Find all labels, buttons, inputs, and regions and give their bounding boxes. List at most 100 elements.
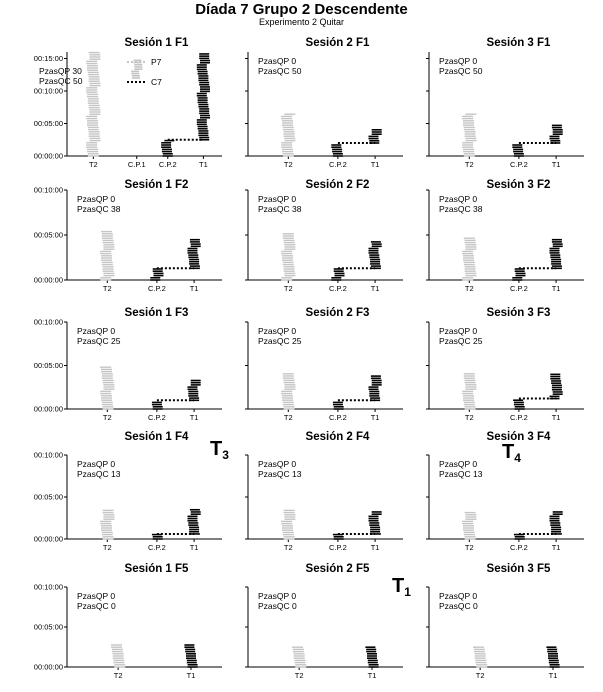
panel-annotation: PzasQP 0	[439, 459, 477, 469]
y-tick-label: 00:10:00	[34, 186, 63, 195]
legend-label: P7	[151, 57, 162, 67]
x-tick-label: T1	[552, 413, 561, 422]
y-tick-label: 00:10:00	[34, 451, 63, 460]
panel-title: Sesión 1 F1	[125, 37, 190, 49]
panel-annotation: PzasQP 0	[258, 56, 296, 66]
x-tick-label: T2	[103, 413, 112, 422]
y-tick-label: 00:10:00	[34, 87, 63, 96]
y-tick-label: 00:05:00	[34, 361, 63, 370]
panel-title: Sesión 2 F4	[306, 431, 371, 443]
x-tick-label: T1	[187, 671, 196, 680]
y-tick-label: 00:05:00	[34, 119, 63, 128]
phase-label-subscript: 4	[514, 451, 521, 465]
figure-subtitle: Experimento 2 Quitar	[258, 17, 345, 27]
panel-annotation: PzasQC 0	[258, 601, 297, 611]
panel-annotation: PzasQC 25	[258, 336, 302, 346]
x-tick-label: C.P.2	[329, 413, 347, 422]
x-tick-label: T1	[549, 671, 558, 680]
phase-label: T4	[502, 441, 521, 465]
panel-annotation: PzasQC 50	[39, 76, 83, 86]
y-tick-label: 00:15:00	[34, 54, 63, 63]
y-tick-label: 00:05:00	[34, 623, 63, 632]
panel-annotation: PzasQP 0	[439, 326, 477, 336]
x-tick-label: T1	[552, 284, 561, 293]
x-tick-label: T1	[552, 543, 561, 552]
y-tick-label: 00:00:00	[34, 405, 63, 414]
x-tick-label: T1	[552, 160, 561, 169]
panel-annotation: PzasQP 30	[39, 66, 82, 76]
x-tick-label: T2	[465, 284, 474, 293]
x-tick-label: T1	[190, 543, 199, 552]
x-tick-label: T1	[371, 543, 380, 552]
panel-annotation: PzasQC 0	[439, 601, 478, 611]
x-tick-label: C.P.1	[128, 160, 146, 169]
panel-title: Sesión 2 F5	[306, 563, 371, 575]
phase-label: T1	[392, 575, 411, 599]
panel-annotation: PzasQC 0	[77, 601, 116, 611]
y-tick-label: 00:00:00	[34, 535, 63, 544]
x-tick-label: C.P.2	[329, 284, 347, 293]
panel-annotation: PzasQC 38	[439, 204, 483, 214]
panel-title: Sesión 3 F5	[487, 563, 552, 575]
panel-title: Sesión 3 F2	[487, 179, 551, 191]
x-tick-label: C.P.2	[148, 413, 166, 422]
panel-annotation: PzasQP 0	[77, 591, 115, 601]
x-tick-label: C.P.2	[510, 160, 528, 169]
x-tick-label: T1	[368, 671, 377, 680]
panel-1: Sesión 1 F1 00:00:00 00:05:00 00:10:00 00:15…	[34, 37, 222, 169]
panel-annotation: PzasQP 0	[258, 194, 296, 204]
x-tick-label: T2	[103, 284, 112, 293]
x-tick-label: T1	[371, 160, 380, 169]
x-tick-label: T1	[199, 160, 208, 169]
panel-annotation: PzasQC 50	[439, 66, 483, 76]
panel-title: Sesión 1 F4	[125, 431, 190, 443]
y-tick-label: 00:05:00	[34, 493, 63, 502]
panel-annotation: PzasQP 0	[77, 194, 115, 204]
panel-annotation: PzasQP 0	[258, 459, 296, 469]
y-tick-label: 00:00:00	[34, 152, 63, 161]
panel-title: Sesión 1 F5	[125, 563, 190, 575]
panel-annotation: PzasQC 50	[258, 66, 302, 76]
x-tick-label: T2	[89, 160, 98, 169]
x-tick-label: C.P.2	[510, 284, 528, 293]
panel-annotation: PzasQP 0	[77, 459, 115, 469]
x-tick-label: T2	[465, 160, 474, 169]
panel-annotation: PzasQC 13	[77, 469, 121, 479]
x-tick-label: T2	[284, 543, 293, 552]
x-tick-label: T1	[190, 284, 199, 293]
y-tick-label: 00:10:00	[34, 318, 63, 327]
x-tick-label: T2	[295, 671, 304, 680]
x-tick-label: T2	[476, 671, 485, 680]
phase-label-subscript: 3	[222, 448, 229, 462]
x-tick-label: T2	[465, 413, 474, 422]
y-tick-label: 00:10:00	[34, 583, 63, 592]
panel-annotation: PzasQP 0	[439, 591, 477, 601]
x-tick-label: T2	[284, 284, 293, 293]
x-tick-label: T2	[114, 671, 123, 680]
panel-title: Sesión 3 F1	[487, 37, 552, 49]
panel-annotation: PzasQP 0	[258, 591, 296, 601]
x-tick-label: C.P.2	[159, 160, 177, 169]
panel-annotation: PzasQC 13	[258, 469, 302, 479]
panel-title: Sesión 3 F3	[487, 307, 551, 319]
x-tick-label: C.P.2	[148, 543, 166, 552]
panel-annotation: PzasQC 38	[77, 204, 121, 214]
x-tick-label: C.P.2	[510, 543, 528, 552]
x-tick-label: C.P.2	[510, 413, 528, 422]
x-tick-label: T2	[284, 413, 293, 422]
panel-annotation: PzasQC 13	[439, 469, 483, 479]
x-tick-label: T1	[190, 413, 199, 422]
panel-annotation: PzasQP 0	[439, 194, 477, 204]
x-tick-label: C.P.2	[329, 543, 347, 552]
x-tick-label: T2	[284, 160, 293, 169]
x-tick-label: T1	[371, 413, 380, 422]
